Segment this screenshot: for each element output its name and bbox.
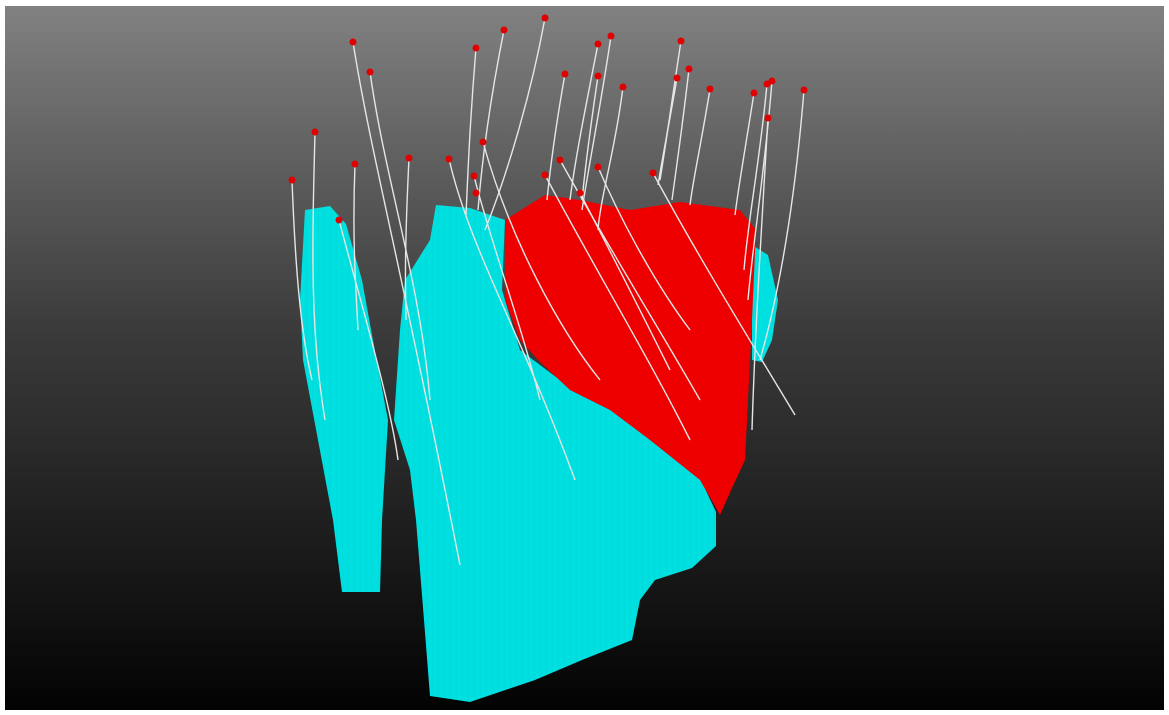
collar	[350, 39, 357, 46]
collar	[542, 15, 549, 22]
collar	[367, 69, 374, 76]
collar	[352, 161, 359, 168]
collar	[473, 45, 480, 52]
page	[0, 0, 1169, 715]
collar	[557, 157, 564, 164]
collar	[542, 172, 549, 179]
collar	[480, 139, 487, 146]
collar	[620, 84, 627, 91]
collar	[751, 90, 758, 97]
collar	[686, 66, 693, 73]
collar	[674, 75, 681, 82]
viewport-3d	[0, 0, 1169, 715]
collar	[650, 170, 657, 177]
collar	[446, 156, 453, 163]
collar	[765, 115, 772, 122]
collar	[608, 33, 615, 40]
collar	[312, 129, 319, 136]
collar	[473, 190, 480, 197]
collar	[471, 173, 478, 180]
collar	[336, 217, 343, 224]
collar	[577, 190, 584, 197]
collar	[501, 27, 508, 34]
collar	[406, 155, 413, 162]
collar	[678, 38, 685, 45]
collar	[595, 164, 602, 171]
collar	[595, 73, 602, 80]
collar	[707, 86, 714, 93]
collar	[595, 41, 602, 48]
collar	[562, 71, 569, 78]
collar	[769, 78, 776, 85]
collar	[289, 177, 296, 184]
collar	[801, 87, 808, 94]
